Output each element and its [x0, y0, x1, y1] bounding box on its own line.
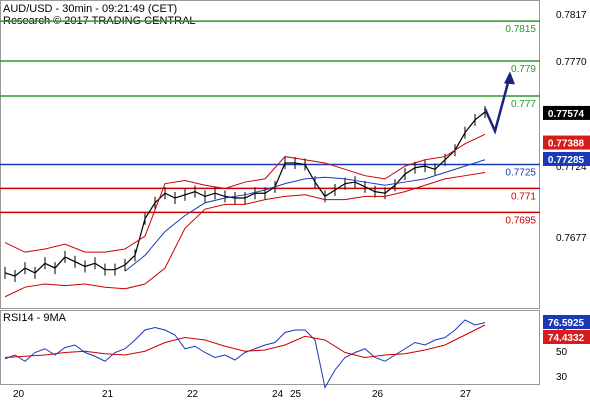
bollinger-upper-line [4, 133, 486, 253]
bollinger-lower-line [4, 172, 486, 298]
level-label: 0.779 [511, 64, 536, 75]
level-label: 0.771 [511, 191, 536, 202]
chart-title: AUD/USD - 30min - 09:21:49 (CET) [3, 3, 177, 15]
tags-layer: 0.77574 0.77388 0.77285 76.5925 74.4332 [543, 105, 590, 344]
moving-average-line [124, 159, 486, 272]
price-panel-frame [0, 0, 540, 309]
x-tick-label: 25 [290, 389, 302, 400]
price-y-tick-label: 0.7770 [556, 57, 587, 68]
rsi14-line [4, 319, 486, 389]
price-tag-label: 76.5925 [548, 318, 585, 329]
price-y-tick-label: 0.7817 [556, 10, 587, 21]
price-tag [543, 105, 590, 120]
x-tick-label: 24 [272, 389, 284, 400]
x-tick-label: 27 [460, 389, 472, 400]
price-tag [543, 315, 590, 329]
rsi-y-tick-label: 50 [556, 347, 568, 358]
x-tick-label: 21 [102, 389, 114, 400]
series-layer [4, 71, 515, 389]
rsi-title: RSI14 - 9MA [3, 312, 67, 324]
level-label: 0.7725 [505, 168, 536, 179]
levels-layer: 0.7815 0.779 0.777 0.7725 0.771 0.7695 [0, 20, 540, 226]
price-tag-label: 0.77574 [548, 109, 585, 120]
level-label: 0.7815 [505, 24, 536, 35]
x-tick-label: 20 [13, 389, 25, 400]
price-y-tick-label: 0.7677 [556, 233, 587, 244]
rsi-panel-frame [0, 310, 540, 385]
forecast-arrowhead [504, 71, 515, 85]
ma9-line [4, 324, 486, 359]
price-tag [543, 135, 590, 150]
price-tag-label: 0.77388 [548, 139, 585, 150]
price-tag [543, 330, 590, 344]
price-tag-label: 74.4332 [548, 333, 585, 344]
x-tick-label: 26 [372, 389, 384, 400]
price-tag [543, 151, 590, 166]
x-tick-label: 22 [187, 389, 199, 400]
price-y-tick-label: 0.7724 [556, 162, 587, 173]
forecast-arrow-line [483, 75, 512, 135]
level-label: 0.777 [511, 99, 536, 110]
price-tag-label: 0.77285 [548, 155, 585, 166]
level-label: 0.7695 [505, 215, 536, 226]
rsi-y-tick-label: 30 [556, 372, 568, 383]
